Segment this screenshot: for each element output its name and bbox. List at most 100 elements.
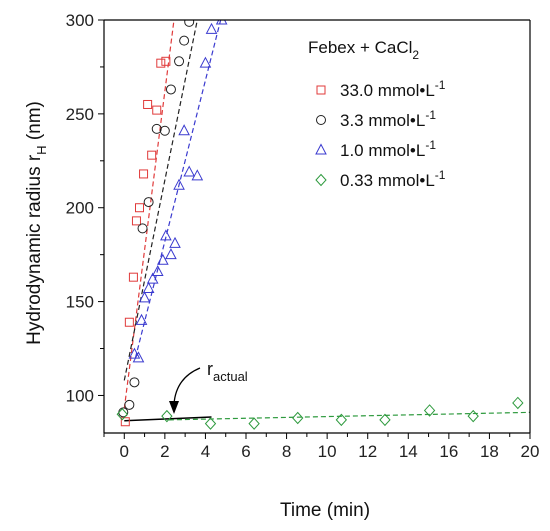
x-tick-label: 8: [282, 442, 291, 461]
x-tick-label: 20: [521, 442, 540, 461]
y-axis-title-main: Hydrodynamic radius r: [24, 154, 45, 345]
data-point-circle: [174, 56, 185, 67]
baseline-line: [124, 416, 212, 422]
y-tick-label: 100: [66, 386, 94, 405]
data-point-triangle: [178, 124, 190, 136]
data-point-triangle: [173, 178, 185, 190]
data-point-triangle: [135, 313, 148, 325]
data-point-square: [120, 417, 130, 427]
y-tick-label: 200: [66, 199, 94, 218]
legend-label-main: 0.33 mmol•L: [340, 171, 435, 190]
legend-label: 33.0 mmol•L-1: [340, 78, 446, 100]
legend-label-sup: -1: [425, 138, 436, 152]
data-point-diamond: [423, 404, 436, 417]
y-axis-title-sub: H: [34, 145, 49, 154]
data-point-triangle: [199, 56, 212, 68]
fit-line-square: [123, 20, 175, 409]
y-tick-label: 300: [66, 11, 94, 30]
legend-label-sup: -1: [435, 78, 446, 92]
data-point-square: [161, 56, 171, 66]
legend-item: 33.0 mmol•L-1: [316, 78, 446, 100]
data-point-triangle: [191, 169, 204, 181]
x-tick-label: 6: [241, 442, 250, 461]
x-tick-label: 0: [120, 442, 129, 461]
x-tick-label: 16: [439, 442, 458, 461]
legend-marker-square: [316, 85, 326, 95]
data-point-circle: [184, 20, 195, 27]
data-point-triangle: [215, 20, 228, 25]
data-point-diamond: [379, 413, 391, 427]
data-point-diamond: [335, 413, 348, 427]
legend-label-main: 33.0 mmol•L: [340, 81, 435, 100]
data-point-triangle: [151, 264, 164, 277]
data-point-square: [139, 169, 149, 179]
annotation-label-sub: actual: [213, 369, 248, 384]
data-point-circle: [165, 84, 176, 95]
data-point-square: [152, 105, 162, 115]
data-point-triangle: [183, 165, 196, 177]
data-point-circle: [124, 399, 135, 410]
x-axis-title: Time (min): [280, 500, 370, 521]
legend-label: 0.33 mmol•L-1: [340, 168, 446, 190]
data-point-square: [124, 317, 134, 327]
legend-label: 1.0 mmol•L-1: [340, 138, 436, 160]
data-point-triangle: [138, 291, 151, 303]
data-point-diamond: [467, 409, 479, 423]
legend-marker-circle: [316, 115, 326, 125]
y-axis-title: Hydrodynamic radius rH (nm): [24, 101, 49, 345]
data-point-square: [135, 203, 144, 213]
x-tick-label: 10: [318, 442, 337, 461]
plot-area: [116, 20, 530, 430]
data-point-triangle: [157, 253, 169, 265]
data-point-square: [128, 272, 138, 282]
data-point-triangle: [205, 22, 218, 34]
data-point-circle: [159, 125, 170, 136]
annotation-arrow: [173, 367, 201, 405]
legend-title: Febex + CaCl2: [308, 38, 419, 62]
y-tick-label: 250: [66, 105, 94, 124]
data-point-circle: [129, 377, 140, 388]
legend-marker-diamond: [315, 173, 327, 187]
data-point-triangle: [160, 229, 172, 241]
legend-label-main: 1.0 mmol•L: [340, 141, 425, 160]
legend-title-main: Febex + CaCl: [308, 38, 412, 57]
legend-item: 1.0 mmol•L-1: [315, 138, 436, 160]
x-tick-label: 4: [201, 442, 210, 461]
legend-item: 3.3 mmol•L-1: [316, 108, 436, 130]
data-point-diamond: [161, 409, 173, 423]
legend-items: 33.0 mmol•L-13.3 mmol•L-11.0 mmol•L-10.3…: [315, 78, 446, 190]
data-point-diamond: [512, 396, 524, 410]
data-point-triangle: [169, 236, 181, 248]
data-point-triangle: [165, 248, 177, 260]
annotation-label: ractual: [207, 359, 248, 384]
r-actual-annotation: ractual: [169, 359, 248, 414]
data-point-triangle: [132, 351, 145, 363]
data-point-diamond: [204, 417, 217, 430]
fit-line-circle: [123, 20, 198, 381]
legend-item: 0.33 mmol•L-1: [315, 168, 446, 190]
data-point-triangle: [128, 347, 141, 359]
x-tick-label: 18: [480, 442, 499, 461]
legend-title-sub: 2: [412, 48, 419, 62]
data-point-triangle: [146, 272, 159, 284]
data-point-diamond: [248, 417, 260, 430]
annotation-arrowhead: [169, 401, 179, 414]
data-point-square: [131, 216, 141, 226]
data-point-triangle: [142, 281, 155, 293]
legend-label-main: 3.3 mmol•L: [340, 111, 425, 130]
legend-marker-triangle: [315, 143, 327, 155]
data-point-diamond: [292, 411, 304, 425]
data-point-circle: [179, 35, 190, 46]
data-point-square: [147, 150, 157, 160]
data-point-circle: [151, 123, 162, 134]
plot-marks: [116, 20, 530, 430]
y-axis-title-unit: (nm): [24, 101, 45, 145]
data-point-square: [156, 58, 166, 68]
axes: 0 2 4 6 8 10 12 14 16 18 20 100 150 200 250 300: [66, 11, 540, 461]
x-tick-label: 12: [358, 442, 377, 461]
annotation-label-main: r: [207, 359, 213, 379]
y-tick-label: 150: [66, 293, 94, 312]
legend-label-sup: -1: [425, 108, 436, 122]
legend-label-sup: -1: [435, 168, 446, 182]
